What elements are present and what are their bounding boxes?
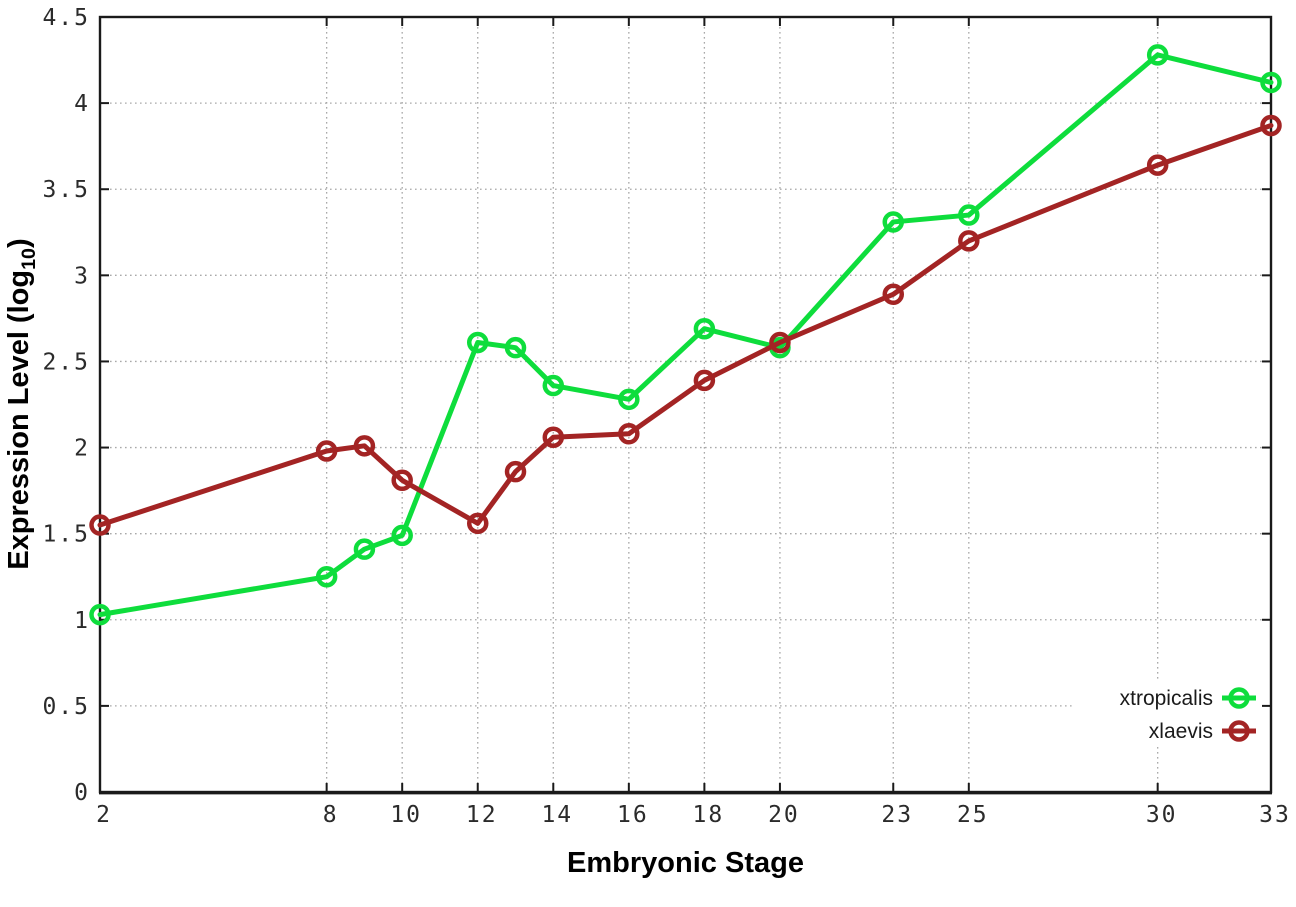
data-point-xlaevis (315, 440, 338, 462)
data-point-xtropicalis (542, 374, 565, 397)
data-point-xlaevis (504, 460, 527, 483)
data-point-xlaevis (1260, 114, 1282, 137)
legend-label-xtropicalis: xtropicalis (1120, 687, 1213, 710)
y-tick-label: 3 (74, 263, 90, 289)
x-tick-label: 23 (881, 802, 913, 828)
legend-label-xlaevis: xlaevis (1149, 720, 1213, 743)
y-tick-label: 2 (74, 436, 90, 462)
x-tick-label: 18 (693, 802, 725, 828)
y-tick-label: 1.5 (42, 522, 90, 548)
data-point-xtropicalis (89, 603, 111, 626)
x-tick-label: 30 (1146, 802, 1178, 828)
series-line-xtropicalis (97, 52, 1274, 618)
y-axis-label: Expression Level (log10) (3, 238, 41, 569)
y-tick-label: 3.5 (42, 177, 90, 203)
x-tick-label: 12 (466, 802, 498, 828)
x-tick-label: 20 (768, 802, 800, 828)
data-point-xtropicalis (391, 524, 413, 547)
x-tick-label: 25 (957, 802, 989, 828)
data-point-xlaevis (466, 512, 489, 535)
y-tick-label: 4.5 (42, 5, 90, 31)
data-point-xlaevis (958, 230, 980, 252)
data-point-xtropicalis (315, 565, 338, 588)
data-point-xtropicalis (618, 388, 640, 411)
y-tick-label: 2.5 (42, 349, 90, 375)
data-point-xtropicalis (504, 336, 527, 359)
data-point-xlaevis (89, 514, 111, 536)
data-point-xlaevis (882, 283, 905, 306)
y-axis-label-subscript: 10 (17, 247, 40, 270)
data-point-xlaevis (542, 426, 565, 448)
x-tick-label: 2 (96, 802, 112, 828)
data-point-xlaevis (769, 331, 791, 354)
data-point-xlaevis (1146, 154, 1169, 176)
data-point-xlaevis (391, 469, 413, 492)
y-axis-label-text: Expression Level (log (3, 269, 36, 570)
data-point-xtropicalis (466, 331, 489, 354)
data-point-xtropicalis (1260, 71, 1282, 94)
data-point-xtropicalis (1146, 44, 1169, 66)
y-tick-label: 0.5 (42, 694, 90, 720)
data-point-xlaevis (618, 423, 640, 445)
y-axis-label-close: ) (3, 238, 36, 248)
legend-marker-xtropicalis (1228, 687, 1250, 709)
plot-border (98, 15, 1273, 794)
data-point-xtropicalis (693, 317, 716, 340)
y-tick-label: 0 (74, 780, 90, 806)
data-point-xtropicalis (353, 538, 376, 560)
y-tick-label: 4 (74, 91, 90, 117)
data-point-xlaevis (693, 369, 716, 392)
y-tick-label: 1 (74, 608, 90, 634)
x-tick-label: 8 (323, 802, 339, 828)
x-tick-label: 33 (1259, 802, 1291, 828)
x-tick-label: 10 (390, 802, 422, 828)
x-axis-label: Embryonic Stage (567, 847, 804, 879)
series-line-xlaevis (97, 123, 1274, 528)
data-point-xtropicalis (882, 211, 905, 233)
data-point-xtropicalis (958, 204, 980, 226)
data-point-xlaevis (353, 435, 376, 457)
x-tick-label: 14 (541, 802, 573, 828)
legend-marker-xlaevis (1228, 720, 1250, 742)
x-tick-label: 16 (617, 802, 649, 828)
